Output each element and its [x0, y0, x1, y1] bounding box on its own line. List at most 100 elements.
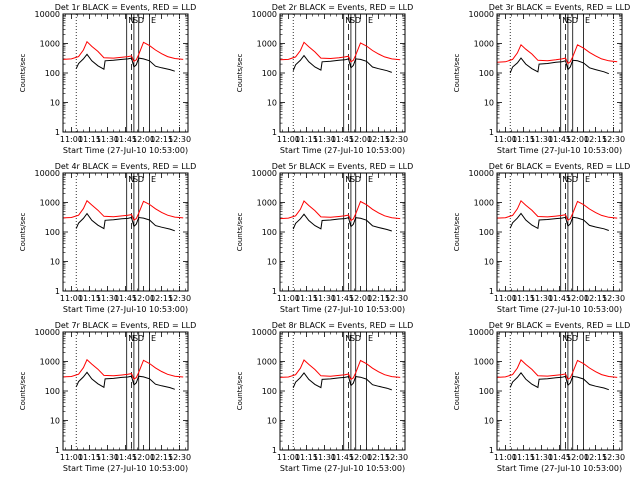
x-tick-label: 11:00 — [60, 135, 83, 144]
flag-label: N — [128, 334, 134, 343]
events-series-line — [75, 212, 175, 232]
x-tick-label: 12:15 — [584, 294, 607, 303]
detector-panel: Det 7r BLACK = Events, RED = LLD Counts/s… — [19, 321, 196, 473]
y-tick-label: 100 — [479, 69, 494, 78]
flag-label: D — [138, 334, 144, 343]
plot-frame — [62, 331, 189, 451]
x-tick-label: 11:15 — [295, 294, 318, 303]
detector-panel: Det 1r BLACK = Events, RED = LLD Counts/s… — [19, 3, 196, 155]
plot-frame — [62, 13, 189, 133]
y-tick-label: 10 — [484, 99, 494, 108]
lld-series-line — [279, 359, 401, 381]
x-tick-label: 12:30 — [385, 294, 408, 303]
x-tick-label: 11:15 — [78, 135, 101, 144]
lld-series-line — [62, 199, 184, 221]
y-tick-label: 10000 — [35, 169, 60, 178]
x-axis-label: Start Time (27-Jul-10 10:53:00) — [280, 305, 405, 314]
flag-label: N — [128, 175, 134, 184]
detector-panel: Det 5r BLACK = Events, RED = LLD Counts/s… — [236, 162, 413, 314]
x-tick-label: 12:30 — [602, 453, 625, 462]
x-tick-label: 11:00 — [277, 453, 300, 462]
y-tick-label: 1000 — [40, 199, 60, 208]
x-tick-label: 11:30 — [96, 135, 119, 144]
panel-title: Det 5r BLACK = Events, RED = LLD — [272, 162, 414, 171]
y-tick-label: 10 — [50, 417, 60, 426]
lld-series-line — [62, 358, 184, 380]
x-tick-label: 11:15 — [78, 294, 101, 303]
y-tick-label: 10 — [50, 99, 60, 108]
y-tick-label: 10000 — [469, 328, 494, 337]
y-tick-label: 1 — [272, 128, 277, 137]
y-tick-label: 1 — [55, 287, 60, 296]
flag-label: E — [151, 16, 156, 25]
events-series-line — [292, 213, 392, 232]
flag-label: D — [572, 175, 578, 184]
x-axis-label: Start Time (27-Jul-10 10:53:00) — [497, 305, 622, 314]
x-tick-label: 11:30 — [530, 135, 553, 144]
x-tick-label: 12:15 — [367, 135, 390, 144]
y-tick-label: 1 — [55, 128, 60, 137]
flag-label: S — [567, 334, 572, 343]
y-tick-label: 1 — [489, 287, 494, 296]
y-tick-label: 100 — [479, 228, 494, 237]
x-tick-label: 11:00 — [60, 294, 83, 303]
plot-frame — [279, 172, 406, 292]
x-axis-label: Start Time (27-Jul-10 10:53:00) — [63, 146, 188, 155]
x-tick-label: 12:30 — [385, 135, 408, 144]
flag-label: D — [138, 175, 144, 184]
flag-label: S — [350, 16, 355, 25]
y-tick-label: 1000 — [257, 358, 277, 367]
x-tick-label: 11:45 — [114, 294, 137, 303]
x-tick-label: 11:30 — [313, 294, 336, 303]
y-tick-label: 10000 — [469, 169, 494, 178]
y-tick-label: 10 — [50, 258, 60, 267]
flag-label: N — [345, 16, 351, 25]
x-tick-label: 11:15 — [295, 135, 318, 144]
x-tick-label: 11:30 — [96, 453, 119, 462]
panel-title: Det 7r BLACK = Events, RED = LLD — [55, 321, 197, 330]
y-tick-label: 100 — [45, 69, 60, 78]
y-tick-label: 1000 — [474, 199, 494, 208]
plot-frame — [279, 331, 406, 451]
flag-label: S — [133, 175, 138, 184]
y-tick-label: 100 — [45, 387, 60, 396]
lld-series-line — [496, 43, 618, 65]
y-tick-label: 100 — [45, 228, 60, 237]
flag-label: N — [345, 175, 351, 184]
flag-label: S — [567, 16, 572, 25]
y-tick-label: 10 — [267, 417, 277, 426]
flag-label: D — [138, 16, 144, 25]
y-tick-label: 1 — [55, 446, 60, 455]
y-tick-label: 1 — [489, 128, 494, 137]
y-tick-label: 10 — [484, 258, 494, 267]
plot-frame — [496, 331, 623, 451]
events-series-line — [75, 53, 175, 72]
flag-label: S — [350, 334, 355, 343]
flag-label: E — [368, 175, 373, 184]
x-tick-label: 12:00 — [566, 135, 589, 144]
lld-series-line — [279, 41, 401, 63]
y-tick-label: 100 — [262, 228, 277, 237]
x-tick-label: 11:45 — [331, 453, 354, 462]
flag-label: E — [151, 175, 156, 184]
x-tick-label: 11:45 — [548, 453, 571, 462]
x-tick-label: 12:30 — [602, 294, 625, 303]
x-tick-label: 11:00 — [277, 135, 300, 144]
x-tick-label: 11:30 — [313, 453, 336, 462]
panel-title: Det 2r BLACK = Events, RED = LLD — [272, 3, 414, 12]
y-axis-label: Counts/sec — [236, 372, 244, 411]
x-tick-label: 11:30 — [530, 453, 553, 462]
y-axis-label: Counts/sec — [236, 54, 244, 93]
x-tick-label: 12:30 — [168, 294, 191, 303]
flag-label: N — [562, 175, 568, 184]
y-axis-label: Counts/sec — [236, 213, 244, 252]
lld-series-line — [496, 359, 618, 381]
x-tick-label: 11:15 — [512, 294, 535, 303]
x-tick-label: 12:00 — [349, 453, 372, 462]
x-tick-label: 11:15 — [295, 453, 318, 462]
x-axis-label: Start Time (27-Jul-10 10:53:00) — [497, 464, 622, 473]
x-tick-label: 11:00 — [494, 294, 517, 303]
plot-frame — [279, 13, 406, 133]
flag-label: E — [585, 175, 590, 184]
